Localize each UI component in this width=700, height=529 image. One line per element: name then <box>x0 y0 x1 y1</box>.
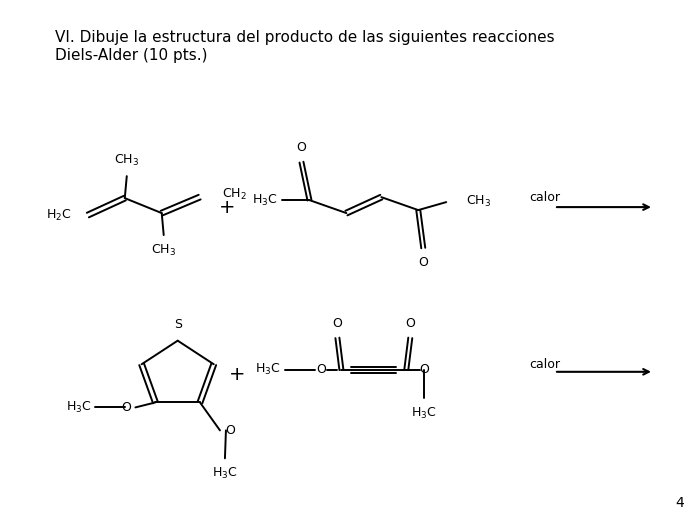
Text: S: S <box>174 318 182 331</box>
Text: $\mathregular{H_3C}$: $\mathregular{H_3C}$ <box>412 406 437 421</box>
Text: calor: calor <box>529 358 560 371</box>
Text: 4: 4 <box>675 496 684 509</box>
Text: $\mathregular{H_3C}$: $\mathregular{H_3C}$ <box>66 400 92 415</box>
Text: $\mathregular{H_3C}$: $\mathregular{H_3C}$ <box>212 467 238 481</box>
Text: +: + <box>219 198 236 216</box>
Text: calor: calor <box>529 190 560 204</box>
Text: $\mathregular{CH_3}$: $\mathregular{CH_3}$ <box>114 153 139 168</box>
Text: O: O <box>419 363 429 376</box>
Text: VI. Dibuje la estructura del producto de las siguientes reacciones
Diels-Alder (: VI. Dibuje la estructura del producto de… <box>55 30 554 63</box>
Text: $\mathregular{H_2C}$: $\mathregular{H_2C}$ <box>46 207 72 223</box>
Text: O: O <box>225 424 235 437</box>
Text: $\mathregular{CH_3}$: $\mathregular{CH_3}$ <box>151 243 176 258</box>
Text: $\mathregular{CH_2}$: $\mathregular{CH_2}$ <box>222 187 246 202</box>
Text: $\mathregular{H_3C}$: $\mathregular{H_3C}$ <box>252 193 277 208</box>
Text: $\mathregular{H_3C}$: $\mathregular{H_3C}$ <box>255 362 281 377</box>
Text: O: O <box>419 256 428 269</box>
Text: O: O <box>297 141 307 154</box>
Text: O: O <box>122 401 132 414</box>
Text: $\mathregular{CH_3}$: $\mathregular{CH_3}$ <box>466 194 491 208</box>
Text: +: + <box>230 366 246 384</box>
Text: O: O <box>316 363 326 376</box>
Text: O: O <box>332 317 342 330</box>
Text: O: O <box>405 317 415 330</box>
